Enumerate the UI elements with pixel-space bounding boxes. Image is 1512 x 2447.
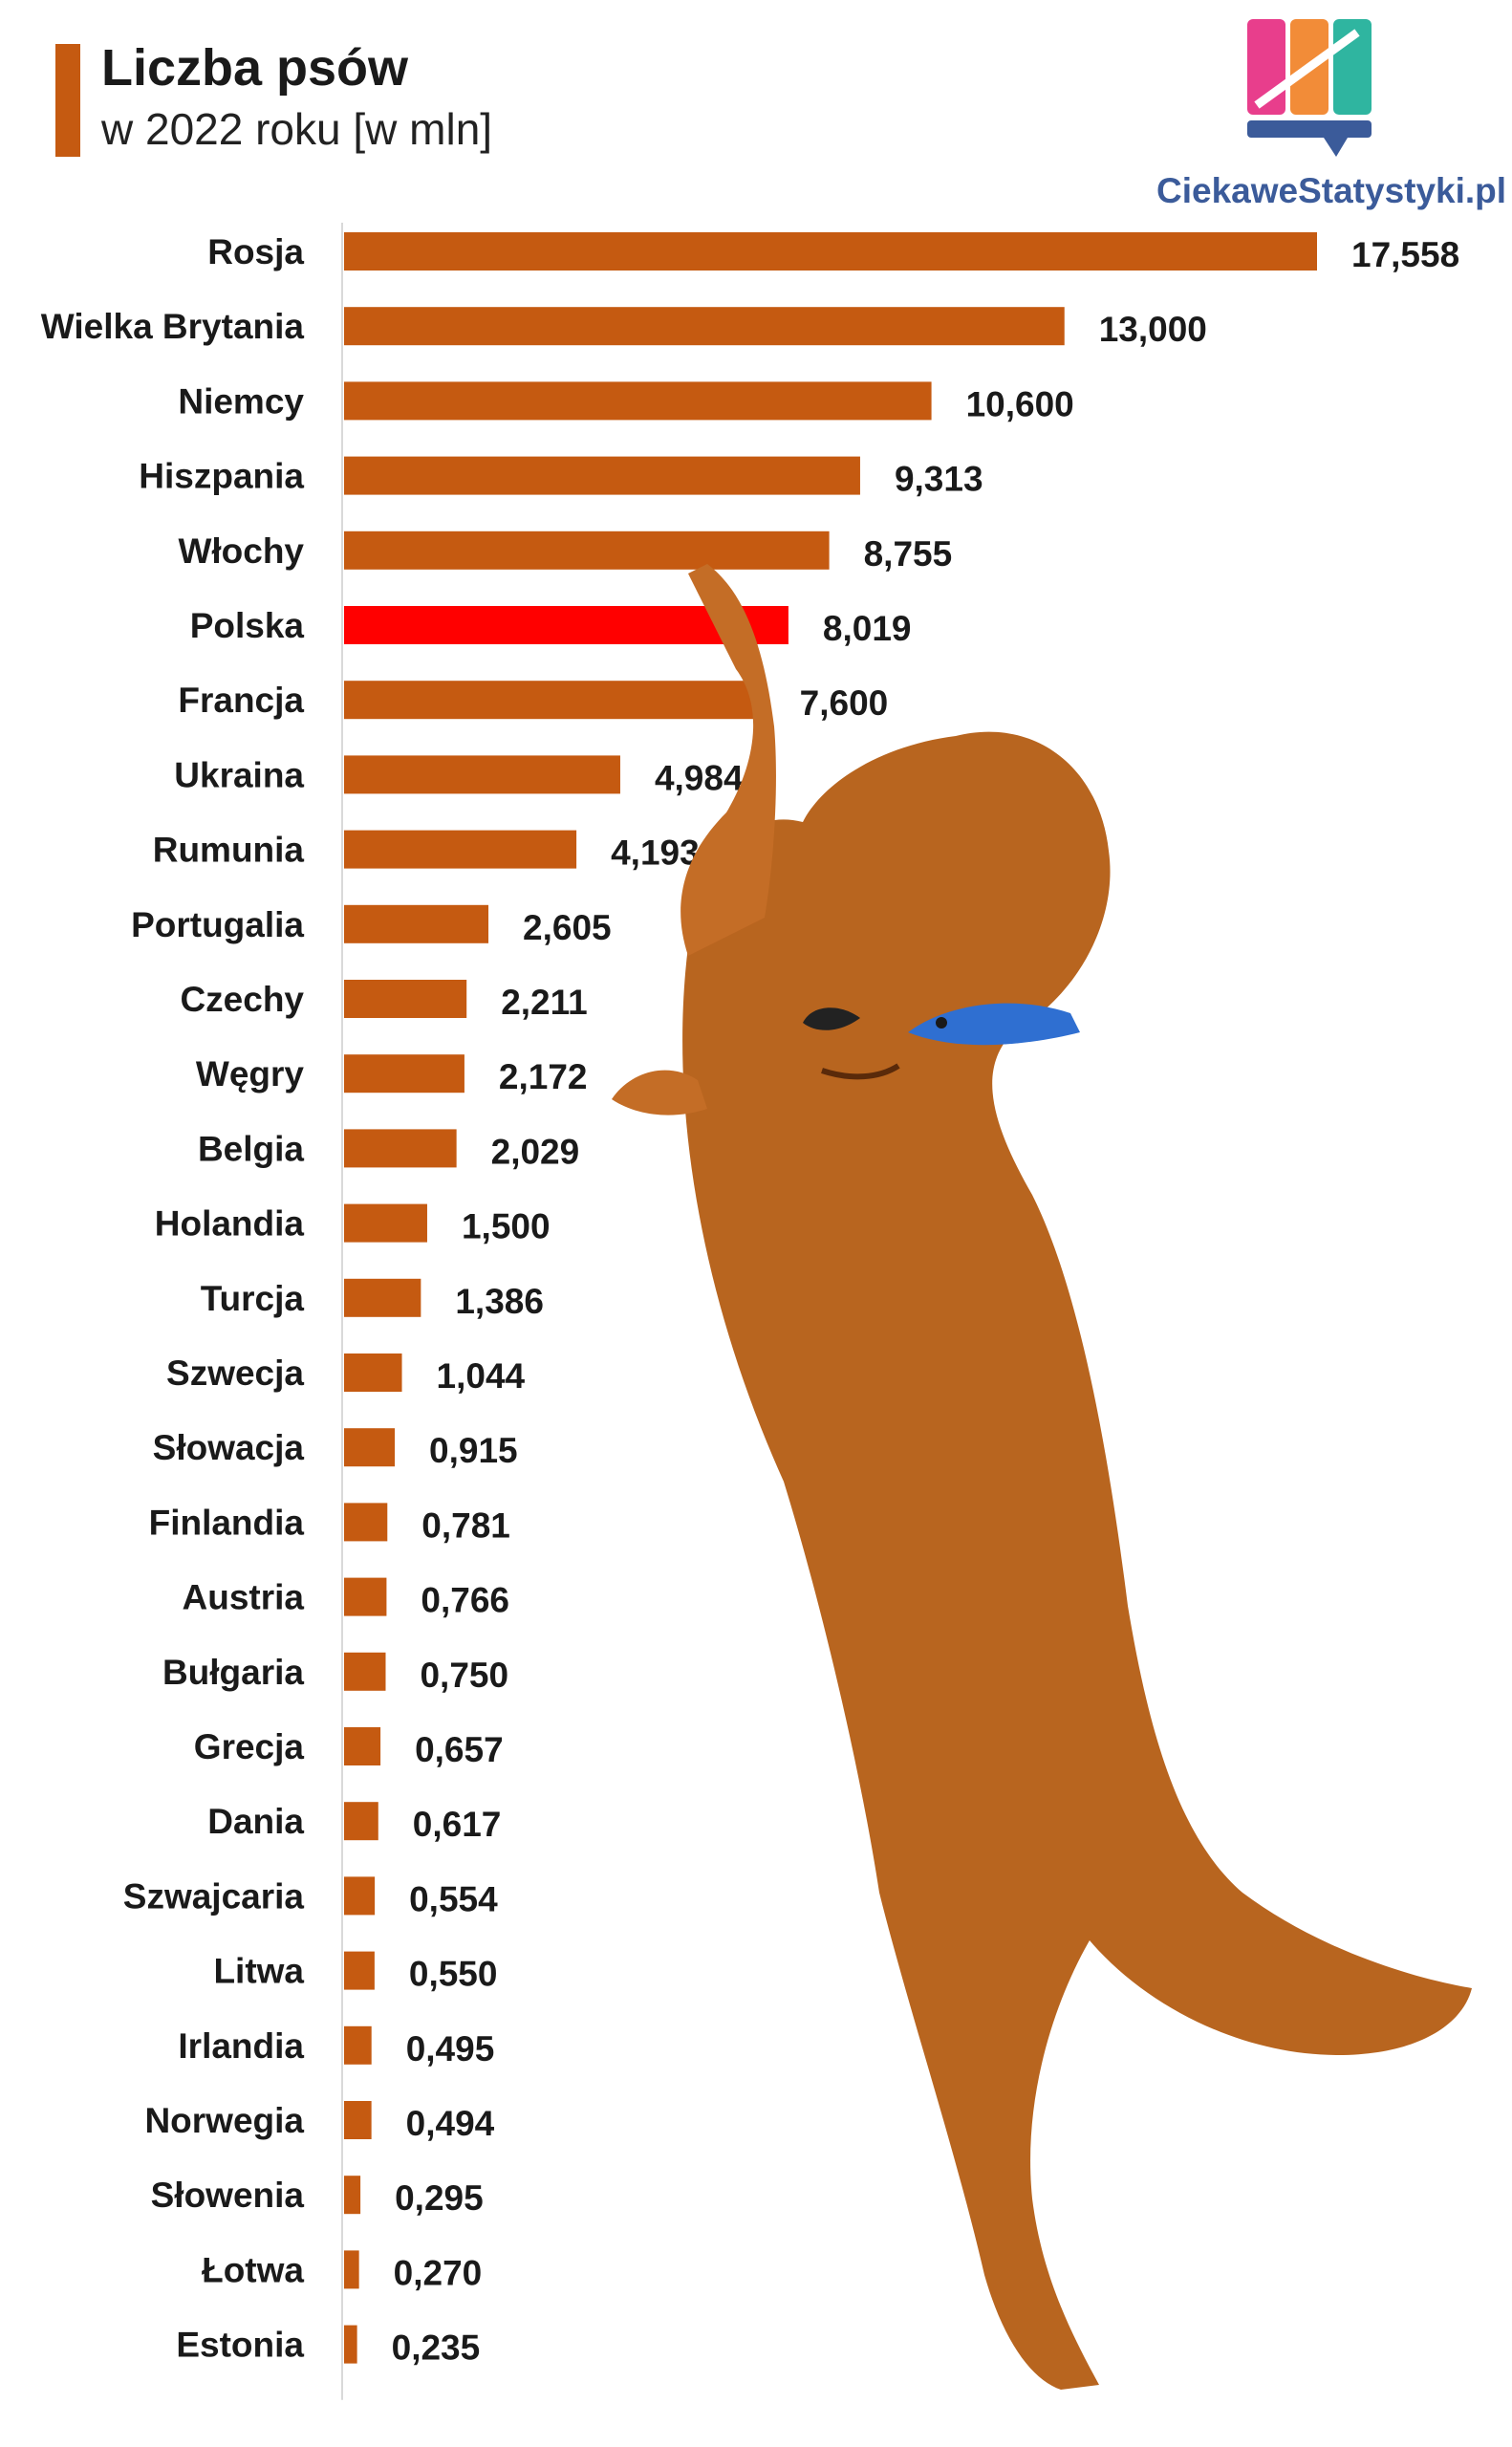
category-label: Polska (190, 606, 305, 645)
value-label: 0,235 (392, 2328, 481, 2368)
value-label: 0,617 (413, 1805, 502, 1844)
logo-icon (1247, 19, 1372, 157)
value-label: 2,172 (499, 1057, 588, 1096)
category-label: Bułgaria (162, 1653, 304, 1692)
bar (344, 1652, 386, 1691)
value-label: 1,500 (462, 1207, 551, 1246)
value-label: 0,554 (409, 1879, 498, 1918)
chart-subtitle: w 2022 roku [w mln] (101, 104, 493, 154)
category-label: Norwegia (144, 2101, 304, 2140)
category-label: Finlandia (149, 1503, 305, 1542)
value-label: 10,600 (966, 384, 1074, 423)
bar (344, 2250, 359, 2289)
category-label: Irlandia (178, 2026, 304, 2066)
bar (344, 2325, 357, 2364)
category-label: Ukraina (174, 755, 304, 794)
value-label: 17,558 (1351, 235, 1459, 274)
chart-title: Liczba psów (101, 39, 409, 97)
bar (344, 755, 620, 794)
bar (344, 1129, 457, 1168)
bar (344, 681, 766, 720)
value-label: 0,915 (429, 1431, 518, 1470)
value-label: 0,495 (406, 2029, 495, 2068)
bar (344, 2176, 361, 2215)
bar (344, 1353, 402, 1392)
bar (344, 1203, 427, 1243)
category-label: Czechy (180, 980, 304, 1019)
category-label: Rumunia (153, 831, 305, 870)
value-label: 0,550 (409, 1955, 498, 1994)
category-label: Turcja (201, 1279, 305, 1318)
category-label: Francja (178, 681, 304, 720)
bar (344, 1428, 396, 1467)
bar (344, 1727, 381, 1765)
value-label: 0,295 (395, 2178, 484, 2218)
category-label: Portugalia (131, 905, 304, 944)
category-label: Łotwa (202, 2250, 304, 2289)
value-label: 2,211 (501, 983, 588, 1022)
category-label: Austria (183, 1578, 305, 1617)
value-label: 0,270 (394, 2253, 483, 2292)
value-label: 1,044 (437, 1356, 526, 1396)
site-logo: CiekaweStatystyki.pl (1156, 13, 1507, 214)
bar (344, 1802, 378, 1841)
category-label: Słowacja (153, 1428, 305, 1467)
value-label: 8,019 (823, 609, 912, 648)
value-label: 7,600 (800, 683, 889, 723)
value-label: 9,313 (895, 460, 983, 499)
bar (344, 1577, 387, 1616)
category-label: Dania (207, 1802, 304, 1841)
value-label: 0,750 (420, 1656, 508, 1695)
bar (344, 1503, 388, 1542)
title-accent-bar (55, 44, 80, 157)
value-label: 2,605 (523, 908, 612, 947)
value-label: 0,657 (415, 1730, 504, 1769)
category-label: Holandia (155, 1204, 305, 1244)
category-label: Estonia (176, 2326, 304, 2365)
category-label: Belgia (198, 1129, 304, 1168)
bar (344, 381, 932, 421)
bar (344, 1054, 464, 1094)
logo-text: CiekaweStatystyki.pl (1156, 171, 1507, 210)
category-label: Włochy (178, 531, 304, 571)
bar (344, 1876, 376, 1916)
value-label: 0,766 (421, 1581, 509, 1620)
bar (344, 2025, 372, 2065)
category-label: Hiszpania (139, 457, 304, 496)
category-label: Szwecja (166, 1353, 304, 1393)
value-label: 13,000 (1099, 310, 1207, 349)
category-label: Słowenia (151, 2176, 305, 2215)
value-label: 2,029 (491, 1132, 580, 1171)
bar (344, 531, 830, 570)
value-label: 4,984 (655, 758, 744, 797)
value-label: 4,193 (611, 834, 700, 873)
category-label: Litwa (213, 1952, 304, 1991)
value-label: 1,386 (455, 1282, 544, 1321)
bar (344, 307, 1065, 346)
bar (344, 904, 489, 943)
category-label: Grecja (194, 1727, 305, 1766)
bar (344, 1278, 421, 1317)
value-label: 0,494 (406, 2104, 495, 2143)
value-label: 0,781 (421, 1505, 510, 1545)
value-label: 8,755 (864, 534, 953, 574)
bar (344, 2101, 372, 2139)
bar (344, 980, 467, 1018)
bar (344, 830, 577, 869)
category-label: Wielka Brytania (41, 307, 305, 346)
bar (344, 1951, 375, 1990)
bar (344, 456, 860, 495)
bar (344, 232, 1317, 271)
category-label: Węgry (196, 1054, 305, 1094)
category-label: Niemcy (178, 381, 304, 421)
category-label: Rosja (207, 232, 304, 271)
category-label: Szwajcaria (123, 1876, 305, 1916)
